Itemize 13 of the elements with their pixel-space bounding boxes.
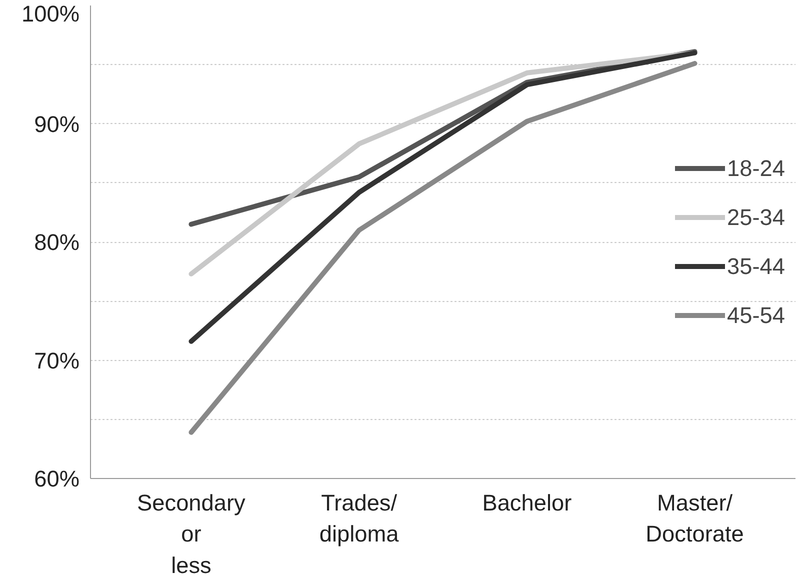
x-tick-label: Bachelor xyxy=(482,490,572,516)
x-tick-label: Secondary or less xyxy=(137,490,246,578)
x-tick-label: Trades/ diploma xyxy=(319,490,400,547)
legend-label: 18-24 xyxy=(727,154,785,182)
legend-label: 25-34 xyxy=(727,204,785,230)
y-tick-label: 100% xyxy=(22,0,80,26)
x-tick-label: Master/ Doctorate xyxy=(646,490,744,547)
y-tick-label: 60% xyxy=(34,466,80,492)
y-tick-label: 70% xyxy=(34,347,80,374)
legend-label: 35-44 xyxy=(727,252,785,280)
y-tick-label: 90% xyxy=(34,110,80,137)
y-tick-label: 80% xyxy=(34,229,80,255)
legend-label: 45-54 xyxy=(727,302,785,328)
